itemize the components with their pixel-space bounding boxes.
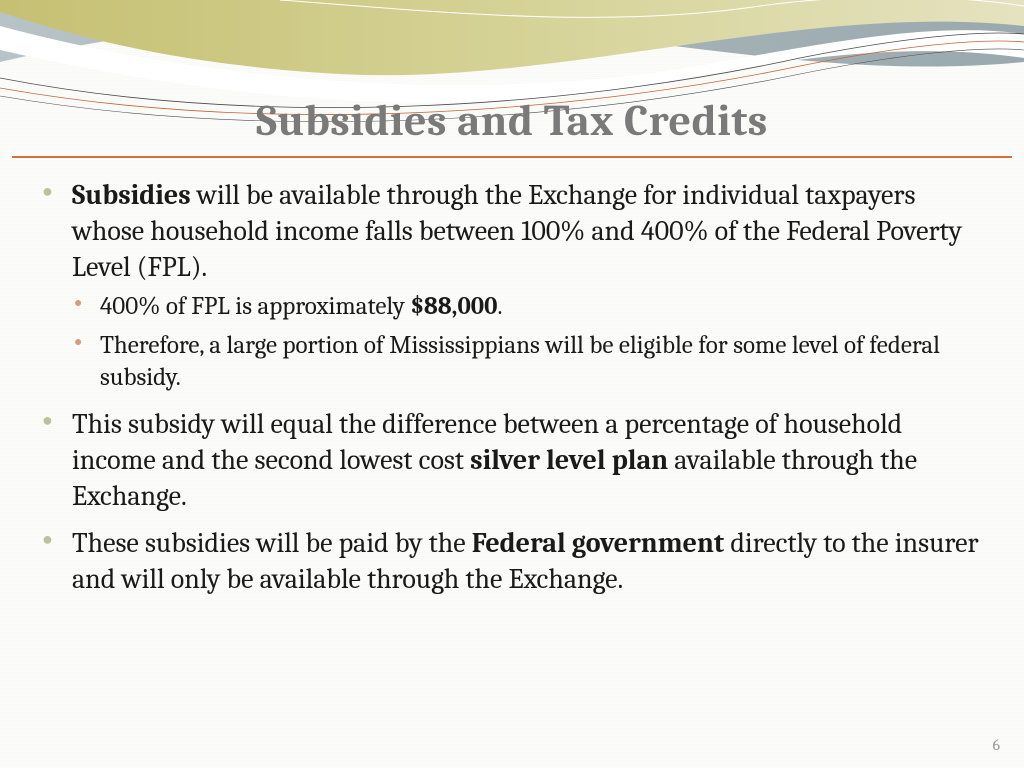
sub-bullet-text: 400% of FPL is approximately $88,000. [100, 292, 503, 321]
page-number: 6 [992, 736, 1000, 754]
sub-bullet-item: Therefore, a large portion of Mississipp… [72, 330, 984, 395]
sub-bullet-text: Therefore, a large portion of Mississipp… [100, 331, 940, 393]
slide-body: Subsidies will be available through the … [40, 178, 984, 610]
bullet-text: Subsidies will be available through the … [72, 179, 962, 283]
sub-bullet-item: 400% of FPL is approximately $88,000. [72, 291, 984, 324]
bullet-item: These subsidies will be paid by the Fede… [40, 526, 984, 598]
bullet-item: This subsidy will equal the difference b… [40, 407, 984, 514]
bullet-item: Subsidies will be available through the … [40, 178, 984, 395]
bullet-text: These subsidies will be paid by the Fede… [72, 527, 979, 595]
title-underline [12, 156, 1012, 158]
slide-title: Subsidies and Tax Credits [0, 95, 1024, 146]
bullet-text: This subsidy will equal the difference b… [72, 408, 917, 512]
sub-bullet-list: 400% of FPL is approximately $88,000. The… [72, 291, 984, 395]
bullet-list: Subsidies will be available through the … [40, 178, 984, 598]
